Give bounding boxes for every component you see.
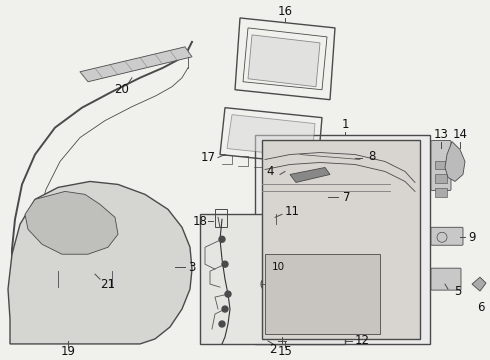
Polygon shape: [290, 167, 330, 183]
Polygon shape: [25, 192, 118, 254]
Circle shape: [300, 149, 305, 154]
FancyBboxPatch shape: [431, 268, 461, 290]
Circle shape: [219, 321, 225, 327]
FancyBboxPatch shape: [20, 304, 88, 324]
Polygon shape: [255, 135, 430, 344]
FancyBboxPatch shape: [20, 289, 88, 304]
Text: 20: 20: [115, 83, 129, 96]
Text: 2: 2: [269, 343, 277, 356]
Text: 14: 14: [452, 128, 467, 141]
Polygon shape: [227, 114, 315, 158]
Bar: [435, 161, 447, 170]
Bar: [215, 210, 227, 227]
Text: 1: 1: [341, 118, 349, 131]
Text: 17: 17: [200, 151, 216, 164]
FancyBboxPatch shape: [431, 227, 463, 245]
Text: 11: 11: [285, 205, 299, 218]
Circle shape: [301, 157, 307, 162]
Text: 9: 9: [468, 231, 476, 244]
Text: 7: 7: [343, 191, 351, 204]
Text: 21: 21: [100, 278, 116, 291]
Polygon shape: [80, 47, 192, 82]
Text: 8: 8: [368, 150, 376, 163]
Bar: [435, 175, 447, 184]
Circle shape: [222, 261, 228, 267]
Circle shape: [219, 236, 225, 242]
Text: 12: 12: [354, 334, 369, 347]
Circle shape: [222, 306, 228, 312]
Text: 4: 4: [266, 165, 274, 178]
Text: 6: 6: [477, 301, 485, 314]
Text: 13: 13: [434, 128, 448, 141]
Bar: [30, 237, 75, 249]
Polygon shape: [200, 214, 345, 344]
Polygon shape: [445, 141, 465, 181]
Text: 15: 15: [277, 345, 293, 359]
Text: 3: 3: [188, 261, 196, 274]
Circle shape: [299, 153, 305, 158]
Polygon shape: [248, 35, 320, 87]
Text: 18: 18: [193, 215, 207, 228]
Bar: [435, 188, 447, 197]
Text: 19: 19: [60, 345, 75, 359]
Circle shape: [265, 281, 271, 287]
Text: 16: 16: [277, 5, 293, 18]
FancyBboxPatch shape: [298, 184, 330, 203]
Polygon shape: [472, 277, 486, 291]
Polygon shape: [265, 254, 380, 334]
Bar: [262, 207, 276, 219]
Circle shape: [306, 161, 311, 166]
Circle shape: [225, 291, 231, 297]
Polygon shape: [25, 261, 175, 284]
Text: 10: 10: [271, 262, 285, 272]
Polygon shape: [8, 181, 192, 344]
Polygon shape: [175, 237, 188, 251]
FancyBboxPatch shape: [431, 140, 451, 190]
Text: 5: 5: [454, 285, 462, 298]
Polygon shape: [262, 140, 420, 339]
